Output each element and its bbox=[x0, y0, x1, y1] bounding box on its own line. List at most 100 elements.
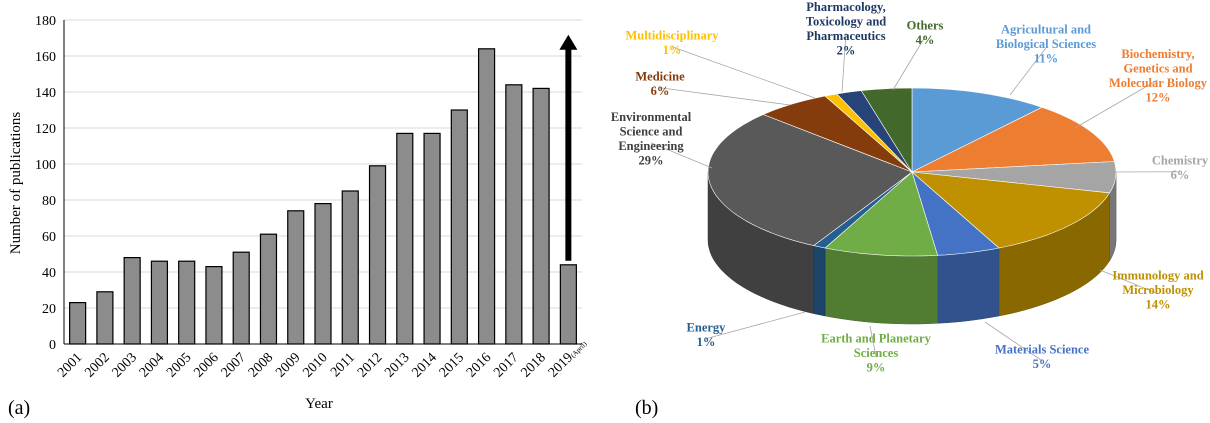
y-tick-label: 180 bbox=[35, 14, 56, 29]
pie-leader-line bbox=[1074, 79, 1159, 129]
gridlines bbox=[64, 19, 582, 309]
y-tick-labels: 0 20 40 60 80 100 120 140 160 180 bbox=[35, 14, 56, 353]
panel-label-b: (b) bbox=[635, 397, 658, 419]
pie-slice-11 bbox=[860, 87, 913, 174]
pie-label-text: Sciences bbox=[854, 346, 899, 360]
pie-label-pct: 1% bbox=[663, 43, 682, 57]
y-axis-title: Number of publications bbox=[8, 112, 24, 255]
pie-leader-line bbox=[705, 311, 806, 340]
pie-leader-line bbox=[1099, 269, 1159, 295]
pie-label-text: Multidisciplinary bbox=[625, 29, 719, 43]
bar-2005 bbox=[178, 260, 196, 345]
pie-label-text: Environmental bbox=[611, 110, 692, 124]
x-tick-label: 2011 bbox=[328, 350, 358, 380]
bar-2016 bbox=[477, 48, 496, 345]
growth-arrow bbox=[559, 34, 578, 261]
pie-slices bbox=[707, 87, 1117, 257]
pie-label-pct: 1% bbox=[697, 335, 716, 349]
pie-label-text: Pharmacology, bbox=[806, 0, 886, 14]
pie-label-text: Earth and Planetary bbox=[821, 331, 931, 345]
pie-label-text: Others bbox=[907, 19, 944, 33]
x-tick-label: 2008 bbox=[246, 350, 276, 380]
pie-label-text: Pharmaceutics bbox=[806, 29, 885, 43]
y-tick-label: 40 bbox=[42, 266, 56, 281]
pie-label-pct: 29% bbox=[639, 154, 664, 168]
x-tick-label: 2001 bbox=[55, 350, 85, 380]
x-tick-label: 2007 bbox=[219, 350, 249, 380]
panel-label-a: (a) bbox=[8, 397, 30, 419]
bar-2017 bbox=[505, 84, 523, 345]
y-tick-label: 140 bbox=[35, 86, 56, 101]
pie-slice-0 bbox=[911, 87, 1043, 173]
arrow-head bbox=[559, 34, 578, 50]
x-tick-label: 2012 bbox=[355, 350, 385, 380]
pie-label-pct: 9% bbox=[867, 360, 886, 374]
pie-label-text: Agricultural and bbox=[1001, 22, 1091, 36]
pie-label-text: Biological Sciences bbox=[996, 37, 1096, 51]
pie-leader-line bbox=[659, 87, 791, 106]
pie-label-text: Biochemistry, bbox=[1121, 47, 1194, 61]
pie-label-pct: 6% bbox=[1171, 168, 1190, 182]
pie-label-pct: 11% bbox=[1034, 51, 1058, 65]
pie-side-4 bbox=[937, 247, 1000, 324]
x-tick-label: 2010 bbox=[300, 350, 330, 380]
y-tick-label: 0 bbox=[49, 338, 56, 353]
x-tick-label: 2015 bbox=[437, 350, 467, 380]
x-tick-label: 2017 bbox=[491, 350, 521, 380]
pie-leader-line bbox=[892, 36, 926, 91]
pie-side-6 bbox=[813, 245, 826, 317]
pie-leader-line bbox=[1009, 47, 1047, 96]
pie-label-text: Engineering bbox=[618, 139, 684, 153]
pie-side-5 bbox=[824, 247, 938, 325]
pie-leader-line bbox=[671, 46, 816, 99]
bar-2006 bbox=[205, 266, 223, 345]
pie-label-text: Materials Science bbox=[995, 343, 1090, 357]
y-tick-label: 80 bbox=[42, 194, 56, 209]
pie-slice-7 bbox=[707, 114, 913, 246]
pie-slice-4 bbox=[911, 171, 1000, 256]
pie-slice-2 bbox=[911, 161, 1117, 194]
pie-leader-line bbox=[841, 32, 847, 93]
pie-label-pct: 4% bbox=[916, 33, 935, 47]
x-tick-label: 2003 bbox=[110, 350, 140, 380]
pie-leader-line bbox=[984, 321, 1043, 362]
pie-label-pct: 14% bbox=[1146, 297, 1171, 311]
y-tick-label: 100 bbox=[35, 158, 56, 173]
y-tick-label: 60 bbox=[42, 230, 56, 245]
bar-2003 bbox=[123, 257, 141, 345]
pie-label-text: Science and bbox=[620, 125, 683, 139]
bar-2014 bbox=[423, 132, 441, 345]
pie-label-text: Immunology and bbox=[1112, 268, 1203, 282]
bar-2001 bbox=[69, 302, 87, 345]
bar-2009 bbox=[287, 210, 305, 345]
pie-label-text: Genetics and bbox=[1123, 62, 1192, 76]
x-tick-label: 2014 bbox=[409, 350, 439, 380]
bar-2007 bbox=[232, 251, 250, 345]
pie-label-text: Microbiology bbox=[1122, 283, 1194, 297]
pie-leader-line bbox=[650, 142, 713, 169]
pie-label-pct: 12% bbox=[1146, 91, 1171, 105]
x-tick-label: 2016 bbox=[464, 350, 494, 380]
pie-slice-8 bbox=[762, 95, 913, 173]
pie-label-pct: 5% bbox=[1033, 357, 1052, 371]
pie-label-pct: 6% bbox=[651, 84, 670, 98]
pie-label-text: Energy bbox=[687, 321, 727, 335]
pie-leader-line bbox=[869, 325, 877, 357]
bar-2011 bbox=[341, 190, 359, 345]
y-tick-label: 120 bbox=[35, 122, 56, 137]
y-tick-label: 160 bbox=[35, 50, 56, 65]
bar-2004 bbox=[150, 260, 169, 345]
bar-2002 bbox=[96, 291, 114, 345]
pie-label-pct: 2% bbox=[837, 44, 856, 58]
bar-2019 bbox=[559, 264, 577, 345]
pie-slice-3 bbox=[911, 171, 1111, 249]
bar-2012 bbox=[368, 165, 387, 345]
x-tick-label: 2005 bbox=[164, 350, 194, 380]
x-axis-title: Year bbox=[305, 396, 333, 412]
x-tick-label: 2013 bbox=[382, 350, 412, 380]
bars bbox=[69, 48, 577, 345]
bar-2008 bbox=[259, 233, 278, 345]
pie-slice-5 bbox=[824, 171, 938, 257]
